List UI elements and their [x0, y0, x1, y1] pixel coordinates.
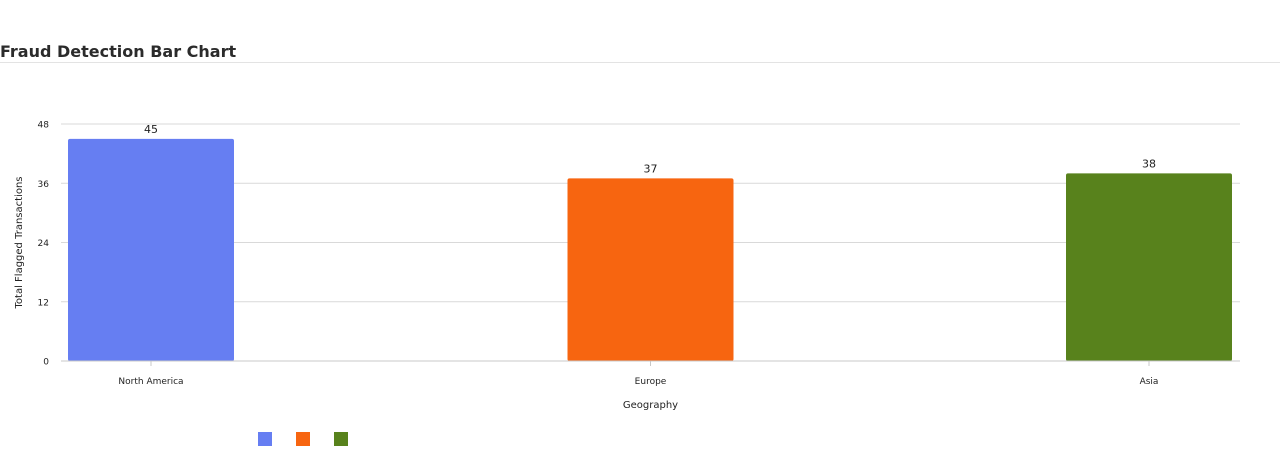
data-label: 45 — [144, 123, 158, 136]
x-tick-label: Europe — [635, 377, 667, 387]
x-axis-ticks: North America Europe Asia — [118, 361, 1158, 387]
x-tick-label: Asia — [1140, 377, 1159, 387]
x-tick-label: North America — [118, 377, 183, 387]
page-title: Fraud Detection Bar Chart — [0, 42, 237, 61]
data-label: 38 — [1142, 157, 1156, 170]
data-labels: 45 37 38 — [144, 123, 1156, 176]
y-axis-ticks: 0 12 24 36 48 — [38, 121, 50, 368]
bar-europe[interactable] — [567, 178, 734, 361]
y-tick-label: 24 — [38, 239, 50, 249]
y-axis-title: Total Flagged Transactions — [14, 177, 25, 310]
bars — [68, 138, 1232, 361]
y-tick-label: 12 — [38, 298, 49, 308]
bar-asia[interactable] — [1066, 173, 1232, 361]
y-tick-label: 48 — [38, 121, 50, 131]
chart-header: Fraud Detection Bar Chart — [0, 0, 1280, 63]
y-tick-label: 36 — [38, 180, 50, 190]
legend-swatch[interactable] — [296, 432, 310, 446]
chart-legend — [258, 432, 348, 446]
bar-north-america[interactable] — [68, 138, 234, 361]
legend-swatch[interactable] — [334, 432, 348, 446]
y-tick-label: 0 — [43, 358, 49, 368]
legend-swatch[interactable] — [258, 432, 272, 446]
x-axis-title: Geography — [623, 400, 678, 411]
data-label: 37 — [644, 162, 658, 175]
